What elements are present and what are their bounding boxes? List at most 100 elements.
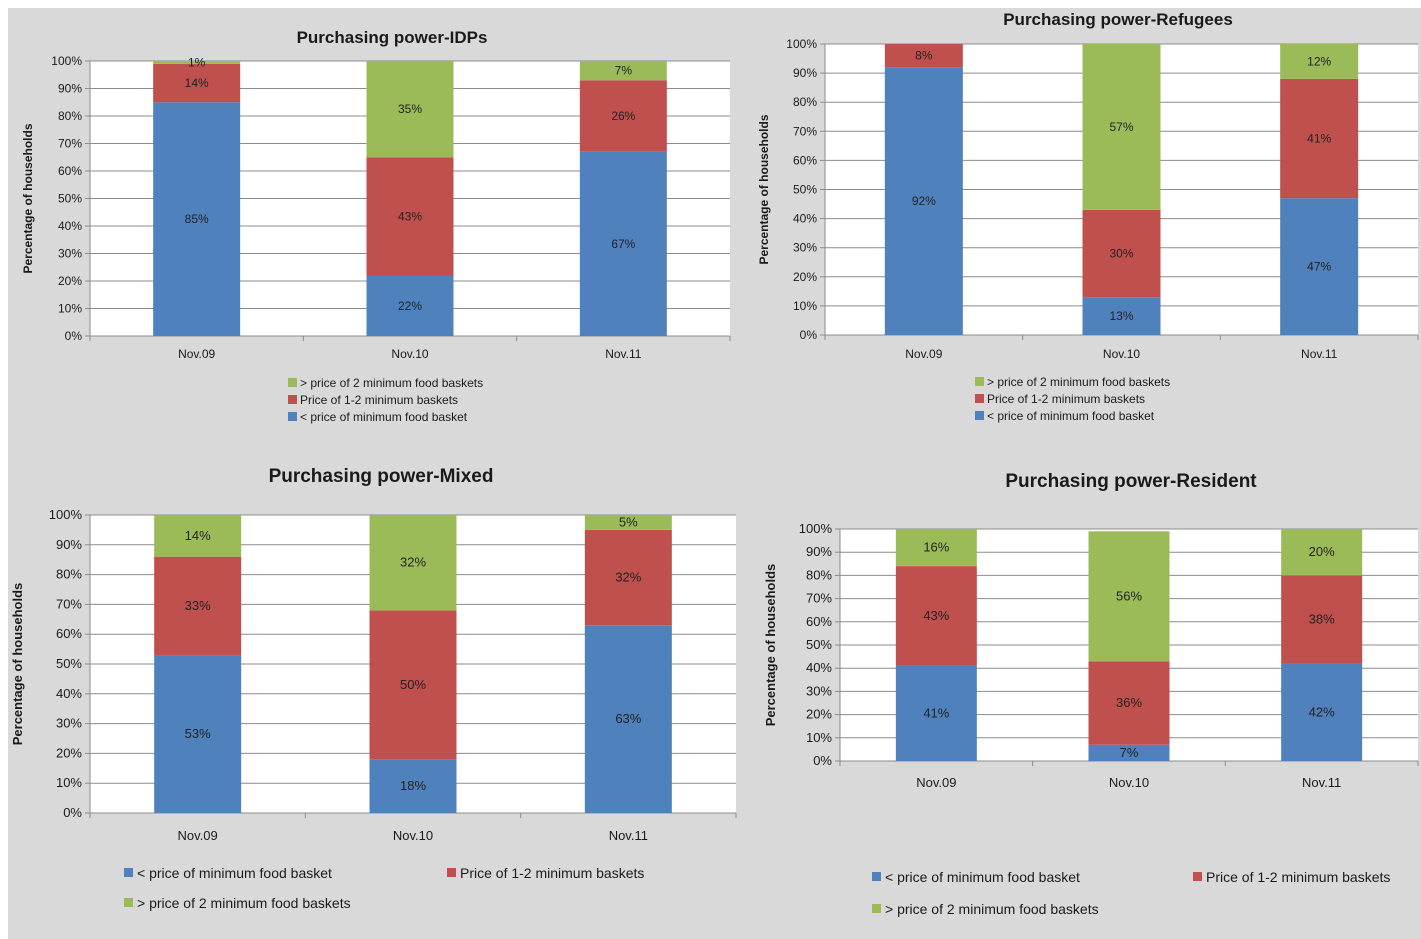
legend: < price of minimum food basket Price of 1… xyxy=(124,865,644,911)
y-tick-label: 80% xyxy=(806,567,832,582)
data-label: 67% xyxy=(611,237,635,251)
bar-one-to-two xyxy=(584,529,672,626)
chart-4: 0% 10% 20% 30% 40% 50% 60% 70% 80% 90% 100% 41% 43% 1… xyxy=(763,471,1419,917)
data-label: 32% xyxy=(615,570,641,585)
y-tick-label: 70% xyxy=(793,124,817,138)
y-axis-label: Percentage of households xyxy=(10,583,25,746)
bar-below-min xyxy=(366,275,454,336)
y-tick-label: 10% xyxy=(806,730,832,745)
bar-above-two xyxy=(584,515,672,530)
bar-below-min xyxy=(1280,198,1359,335)
data-label: 42% xyxy=(1309,704,1335,719)
legend-swatch xyxy=(288,378,297,387)
legend-swatch xyxy=(872,872,881,881)
legend-swatch xyxy=(1193,872,1202,881)
bar-below-min xyxy=(1281,663,1363,761)
legend-swatch xyxy=(975,411,984,420)
legend-entry: < price of minimum food basket xyxy=(987,409,1155,423)
bar-above-two xyxy=(1280,44,1359,79)
legend-swatch xyxy=(447,868,456,877)
y-tick-label: 60% xyxy=(56,626,82,641)
y-tick-label: 20% xyxy=(56,745,82,760)
data-label: 43% xyxy=(398,209,422,223)
y-axis-label: Percentage of households xyxy=(757,114,771,264)
chart-title: Purchasing power-Mixed xyxy=(269,466,494,487)
data-label: 12% xyxy=(1307,54,1331,68)
x-tick-label: Nov.10 xyxy=(393,828,433,843)
legend-swatch xyxy=(975,394,984,403)
y-tick-label: 90% xyxy=(793,66,817,80)
y-tick-label: 60% xyxy=(793,153,817,167)
legend-entry: < price of minimum food basket xyxy=(885,869,1080,885)
y-tick-label: 70% xyxy=(56,596,82,611)
legend-entry: > price of 2 minimum food baskets xyxy=(137,895,351,911)
legend-swatch xyxy=(124,868,133,877)
legend-entry: < price of minimum food basket xyxy=(300,410,468,424)
y-axis-label: Percentage of households xyxy=(21,123,35,273)
chart-2: 0% 10% 20% 30% 40% 50% 60% 70% 80% 90% 100% 92% 8% No… xyxy=(757,10,1419,423)
chart-3: 0% 10% 20% 30% 40% 50% 60% 70% 80% 90% 100% 53% 33% 1… xyxy=(10,466,737,911)
x-tick-label: Nov.11 xyxy=(605,347,642,361)
bar-above-two xyxy=(1082,44,1161,210)
y-tick-label: 20% xyxy=(58,274,82,288)
data-label: 14% xyxy=(185,528,211,543)
data-label: 32% xyxy=(400,555,426,570)
legend-swatch xyxy=(288,412,297,421)
x-tick-label: Nov.09 xyxy=(178,347,215,361)
bar-one-to-two xyxy=(579,80,667,152)
data-label: 22% xyxy=(398,299,422,313)
data-label: 13% xyxy=(1109,309,1133,323)
x-tick-label: Nov.10 xyxy=(1109,775,1149,790)
x-tick-label: Nov.09 xyxy=(905,347,942,361)
chart-panel: 0% 10% 20% 30% 40% 50% 60% 70% 80% 90% 100% 85% 14% 1… xyxy=(8,8,1421,939)
y-tick-label: 50% xyxy=(58,192,82,206)
data-label: 30% xyxy=(1109,247,1133,261)
y-tick-label: 10% xyxy=(56,775,82,790)
bar-above-two xyxy=(154,515,242,557)
x-tick-label: Nov.11 xyxy=(609,828,648,843)
bar-one-to-two xyxy=(1281,575,1363,664)
y-tick-label: 90% xyxy=(806,544,832,559)
y-tick-label: 90% xyxy=(58,82,82,96)
data-label: 18% xyxy=(400,778,426,793)
y-tick-label: 0% xyxy=(813,753,832,768)
y-tick-label: 100% xyxy=(786,37,817,51)
legend-entry: Price of 1-2 minimum baskets xyxy=(1206,869,1390,885)
y-tick-label: 90% xyxy=(56,537,82,552)
bar-one-to-two xyxy=(154,556,242,656)
x-tick-label: Nov.10 xyxy=(1103,347,1140,361)
bar-below-min xyxy=(153,102,241,336)
data-label: 56% xyxy=(1116,588,1142,603)
bar-one-to-two xyxy=(1082,209,1161,298)
bar-one-to-two xyxy=(1088,661,1170,745)
data-label: 35% xyxy=(398,102,422,116)
chart-title: Purchasing power-IDPs xyxy=(297,28,488,47)
legend-entry: Price of 1-2 minimum baskets xyxy=(460,865,644,881)
x-tick-label: Nov.09 xyxy=(916,775,956,790)
y-tick-label: 20% xyxy=(806,707,832,722)
y-tick-label: 40% xyxy=(58,219,82,233)
bar-below-min xyxy=(369,759,457,813)
charts-canvas: 0% 10% 20% 30% 40% 50% 60% 70% 80% 90% 100% 85% 14% 1… xyxy=(10,10,1419,917)
y-tick-label: 50% xyxy=(793,183,817,197)
y-tick-label: 30% xyxy=(58,247,82,261)
y-tick-label: 40% xyxy=(793,212,817,226)
y-tick-label: 60% xyxy=(58,164,82,178)
bar-above-two xyxy=(369,515,457,611)
data-label: 63% xyxy=(615,711,641,726)
y-tick-label: 30% xyxy=(56,716,82,731)
legend-entry: Price of 1-2 minimum baskets xyxy=(300,393,458,407)
bar-below-min xyxy=(1082,297,1161,335)
bar-below-min xyxy=(895,665,977,761)
legend-entry: > price of 2 minimum food baskets xyxy=(300,376,483,390)
data-label: 92% xyxy=(912,194,936,208)
bar-above-two xyxy=(366,61,454,158)
y-tick-label: 70% xyxy=(58,137,82,151)
x-tick-label: Nov.09 xyxy=(178,828,218,843)
data-label: 5% xyxy=(619,514,638,529)
legend-swatch xyxy=(975,377,984,386)
y-tick-label: 100% xyxy=(49,507,83,522)
y-axis-label: Percentage of households xyxy=(763,564,778,727)
legend-swatch xyxy=(872,904,881,913)
y-tick-label: 80% xyxy=(56,567,82,582)
